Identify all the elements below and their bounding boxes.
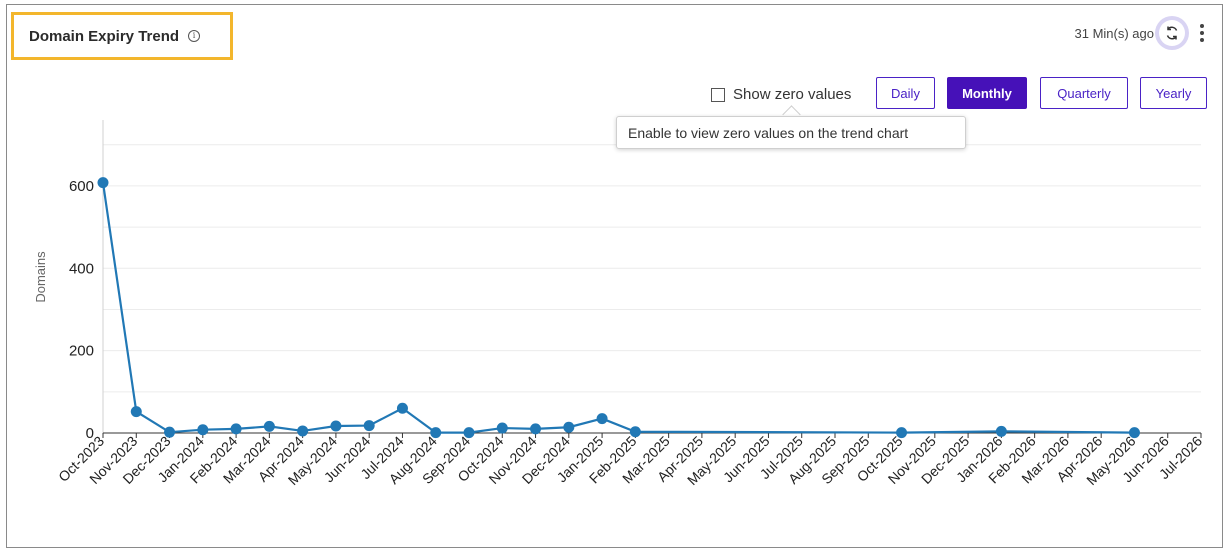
data-point bbox=[430, 427, 442, 439]
data-point bbox=[363, 420, 375, 432]
data-point bbox=[563, 421, 575, 433]
widget-title: Domain Expiry Trend bbox=[29, 27, 180, 45]
period-yearly-button[interactable]: Yearly bbox=[1140, 77, 1207, 109]
data-point bbox=[97, 177, 109, 189]
show-zero-toggle[interactable]: Show zero values bbox=[711, 86, 851, 103]
data-point bbox=[197, 424, 209, 436]
data-point bbox=[396, 402, 408, 414]
data-point bbox=[130, 406, 142, 418]
data-point bbox=[1128, 427, 1140, 439]
widget-title-highlight: Domain Expiry Trend i bbox=[11, 12, 233, 60]
zero-values-tooltip: Enable to view zero values on the trend … bbox=[616, 116, 966, 149]
data-point bbox=[530, 423, 542, 435]
data-point bbox=[164, 426, 176, 438]
show-zero-checkbox[interactable] bbox=[711, 87, 725, 102]
chart-gridlines bbox=[103, 144, 1201, 393]
refresh-icon bbox=[1166, 26, 1178, 40]
y-tick-label: 600 bbox=[69, 178, 94, 195]
data-point bbox=[629, 426, 641, 438]
x-tick-labels: Oct-2023Nov-2023Dec-2023Jan-2024Feb-2024… bbox=[55, 433, 1205, 488]
y-axis-label: Domains bbox=[33, 251, 48, 303]
period-monthly-button[interactable]: Monthly bbox=[947, 77, 1027, 109]
chart-axes bbox=[102, 120, 1202, 438]
period-daily-button[interactable]: Daily bbox=[876, 77, 935, 109]
data-point bbox=[896, 427, 908, 439]
info-icon[interactable]: i bbox=[188, 30, 201, 42]
data-point bbox=[995, 425, 1007, 437]
y-tick-label: 400 bbox=[69, 260, 94, 277]
refresh-button[interactable] bbox=[1155, 16, 1189, 50]
more-options-icon[interactable] bbox=[1200, 24, 1204, 42]
last-updated-text: 31 Min(s) ago bbox=[1074, 26, 1154, 41]
data-point bbox=[330, 420, 342, 432]
data-point bbox=[263, 420, 275, 432]
y-tick-label: 0 bbox=[86, 425, 94, 442]
data-point bbox=[596, 413, 608, 425]
data-point bbox=[496, 422, 508, 434]
data-point bbox=[297, 425, 309, 437]
y-tick-labels: 0 200 400 600 bbox=[69, 178, 94, 442]
show-zero-label: Show zero values bbox=[733, 86, 852, 103]
chart-series bbox=[97, 177, 1140, 439]
period-quarterly-button[interactable]: Quarterly bbox=[1040, 77, 1128, 109]
data-point bbox=[463, 427, 475, 439]
series-line bbox=[101, 182, 1135, 434]
data-point bbox=[230, 423, 242, 435]
y-tick-label: 200 bbox=[69, 343, 94, 360]
